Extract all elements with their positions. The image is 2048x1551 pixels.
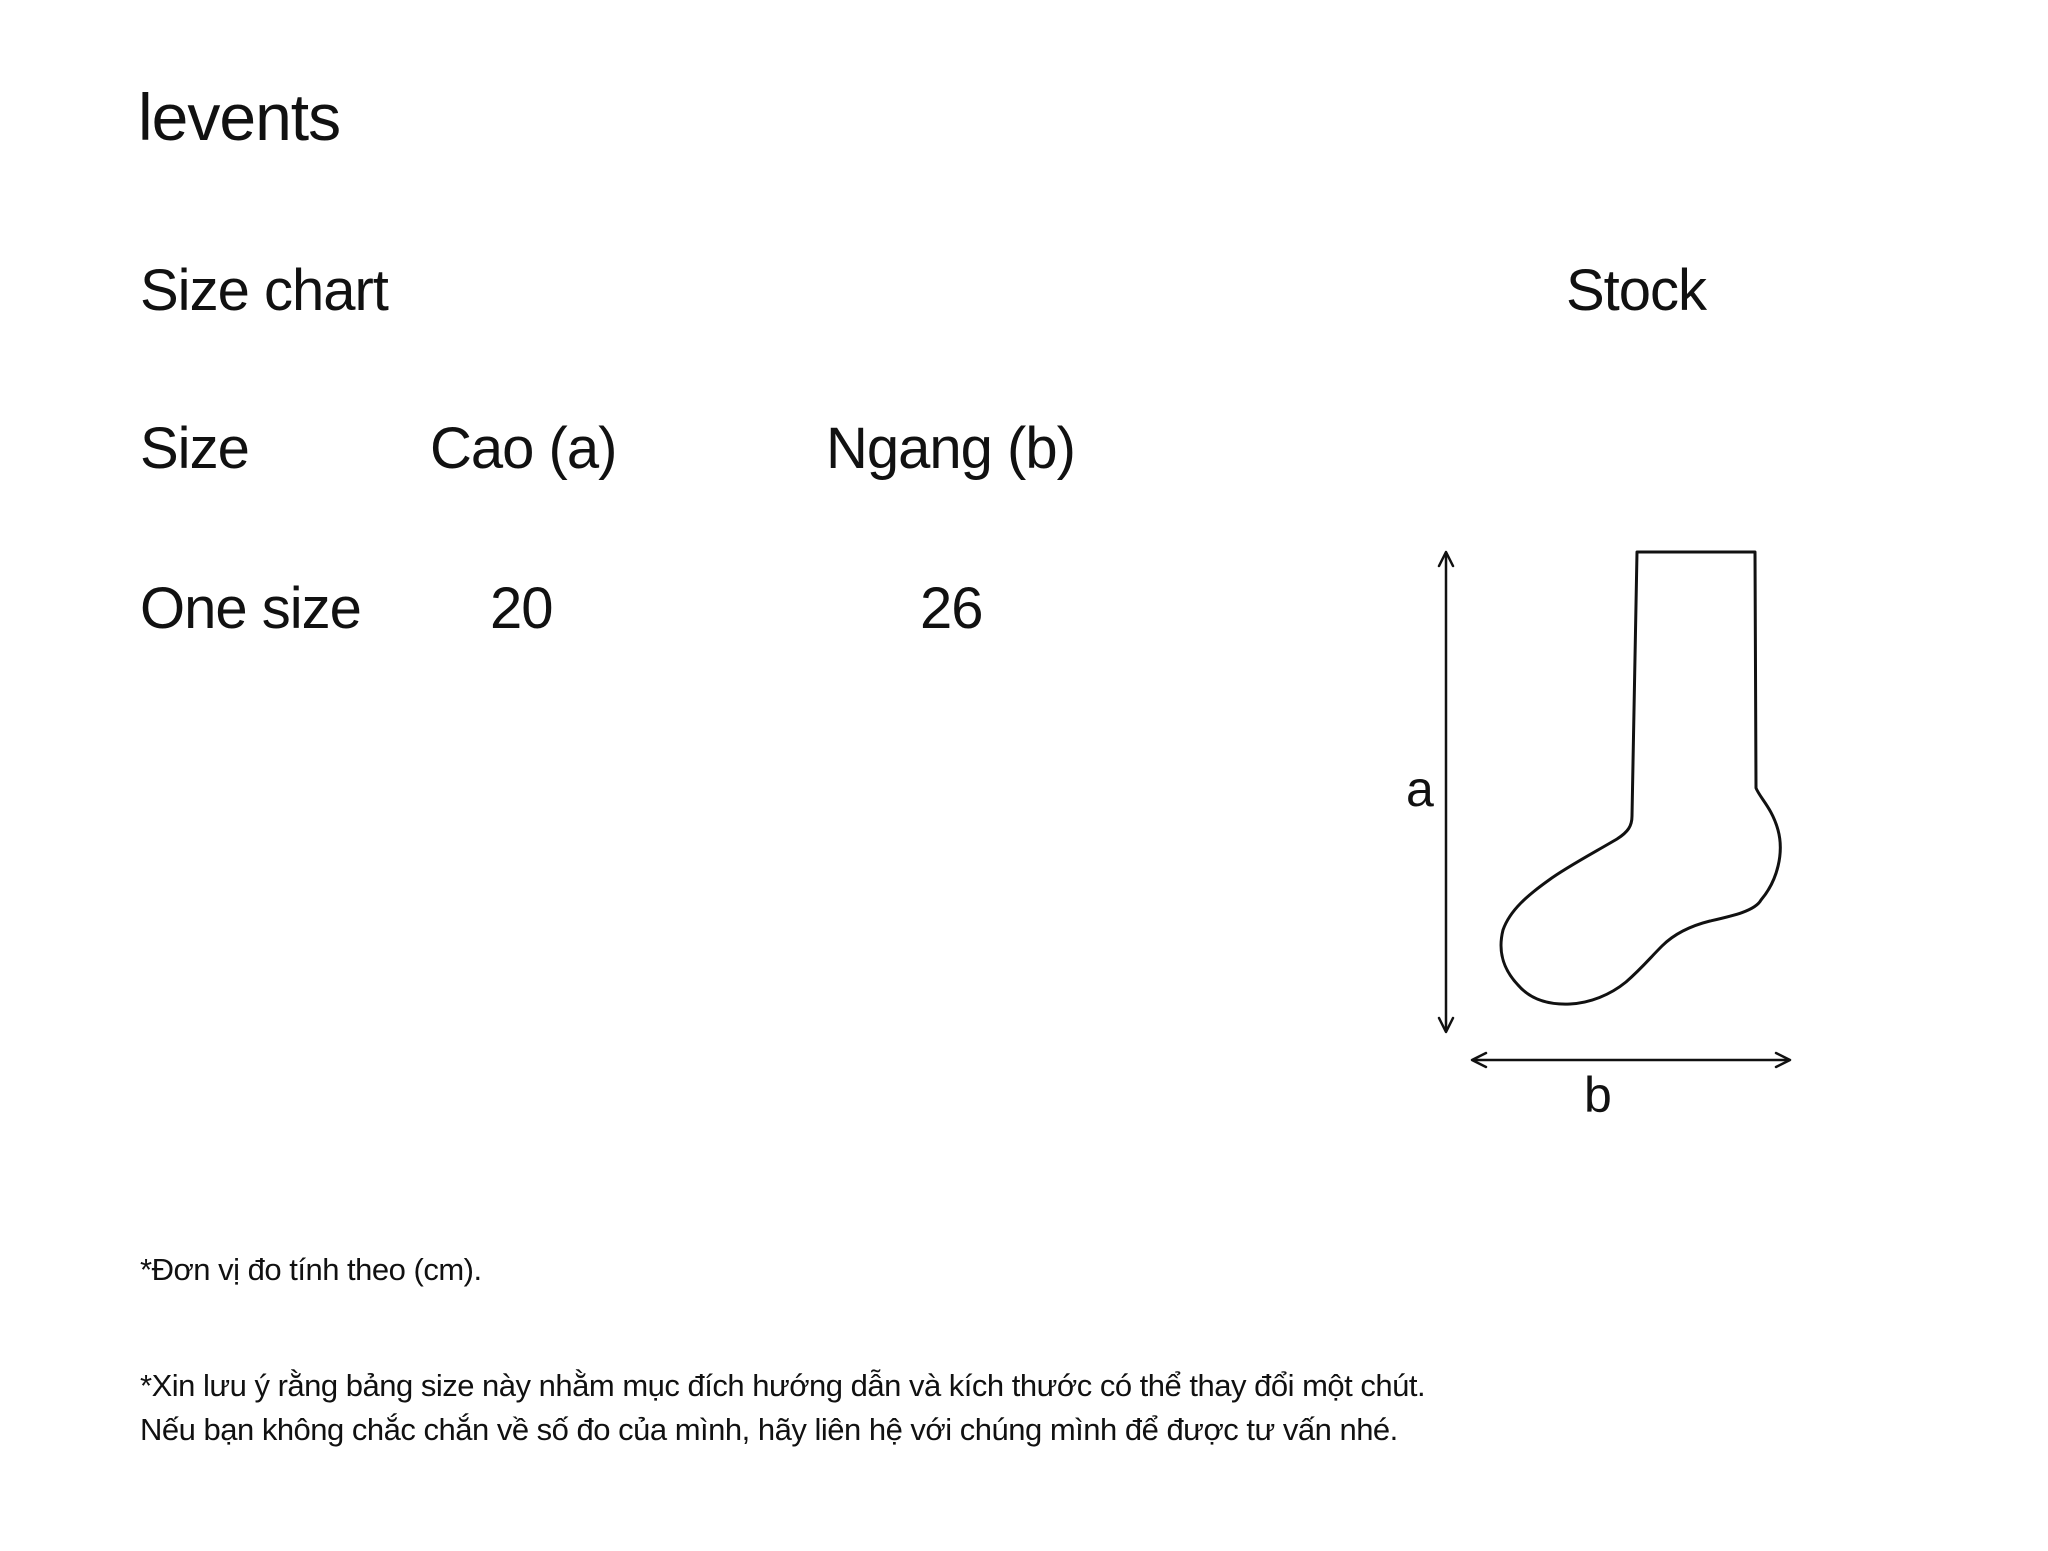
column-header-size: Size [140,416,250,481]
height-arrow [1437,550,1455,1034]
size-chart-title: Size chart [140,258,389,323]
height-dimension-label: a [1406,761,1434,817]
sock-diagram [1437,550,1792,1069]
product-name: Stock [1566,258,1707,323]
disclaimer-line-2: Nếu bạn không chắc chắn về số đo của mìn… [140,1412,1398,1447]
disclaimer-line-1: *Xin lưu ý rằng bảng size này nhằm mục đ… [140,1368,1426,1403]
column-header-height: Cao (a) [430,416,617,481]
sock-outline [1499,550,1782,1006]
brand-logo: levents [138,80,341,154]
table-cell-height: 20 [490,576,554,641]
table-cell-size: One size [140,576,362,641]
table-cell-width: 26 [920,576,984,641]
disclaimer-note: *Xin lưu ý rằng bảng size này nhằm mục đ… [140,1364,1426,1452]
width-dimension-label: b [1584,1067,1612,1123]
width-arrow [1470,1051,1792,1069]
column-header-width: Ngang (b) [826,416,1076,481]
unit-note: *Đơn vị đo tính theo (cm). [140,1252,482,1287]
